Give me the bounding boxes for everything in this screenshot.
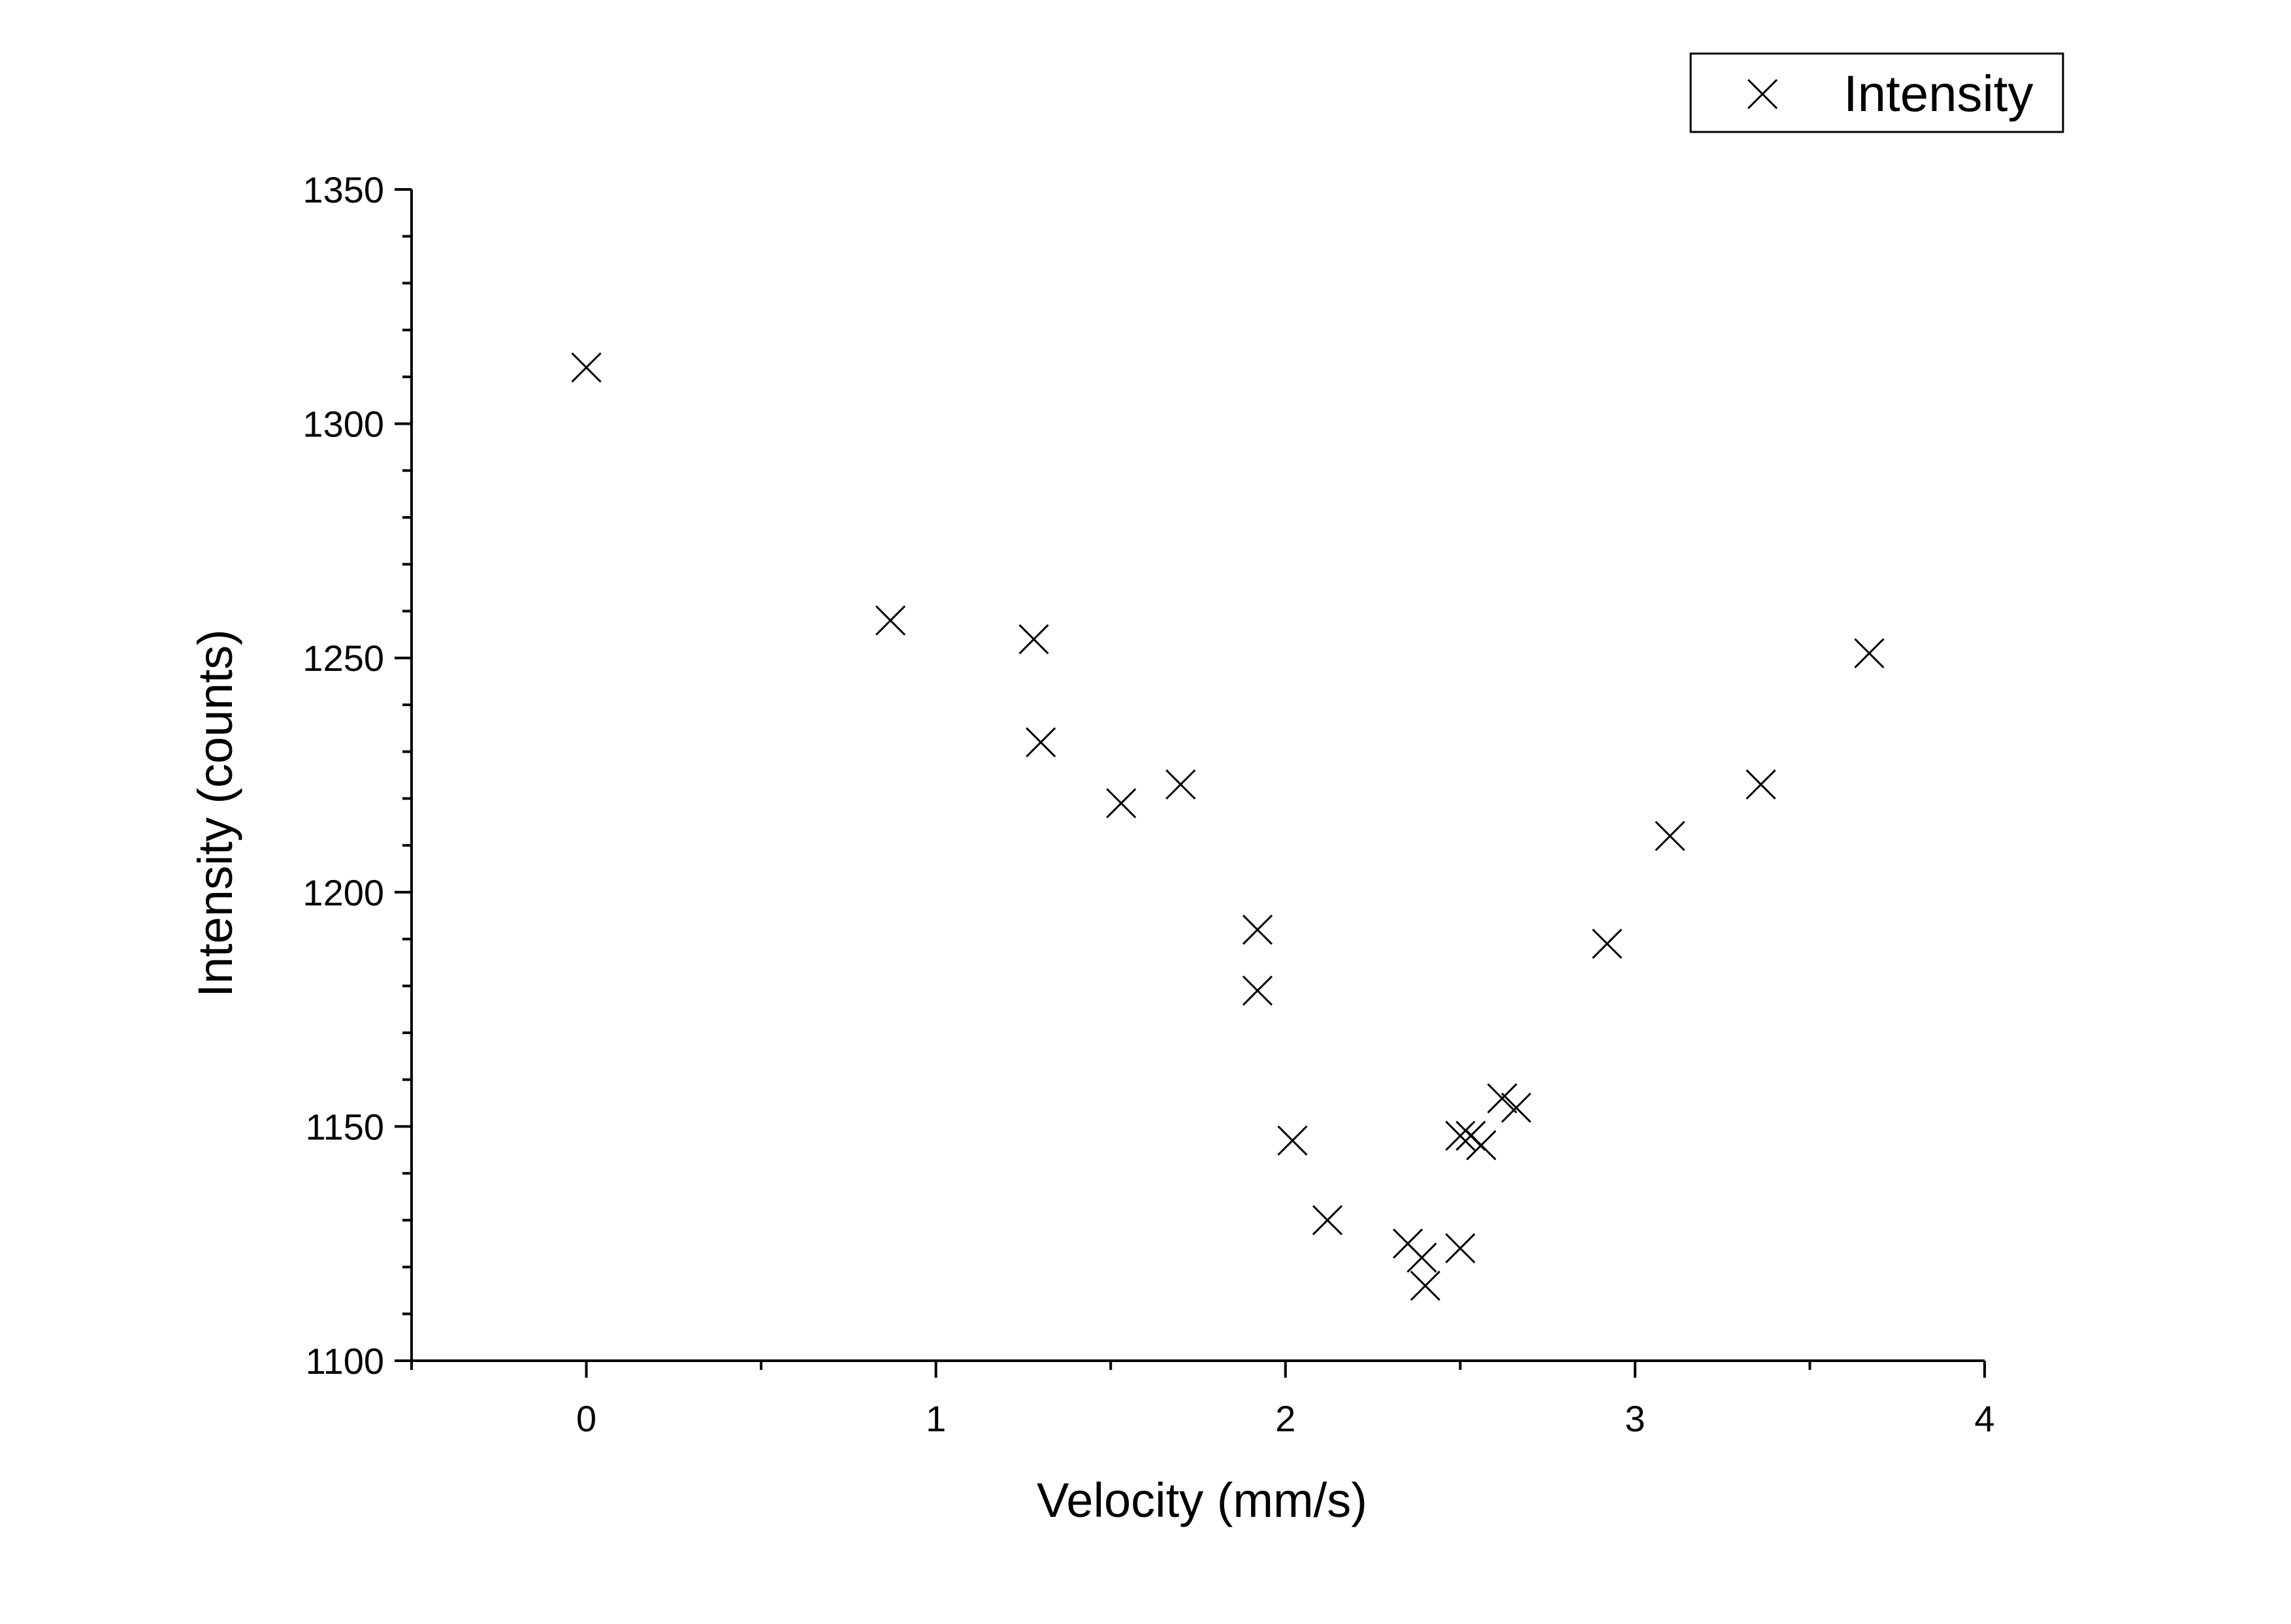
- data-point-stroke: [571, 352, 602, 383]
- data-point: [1592, 928, 1623, 959]
- data-point: [1655, 820, 1685, 851]
- data-point-stroke: [1242, 915, 1273, 945]
- data-point: [1165, 769, 1196, 800]
- x-tick-label: 2: [1275, 1398, 1295, 1439]
- data-point-stroke: [1466, 1130, 1497, 1161]
- data-point-stroke: [1592, 928, 1623, 959]
- data-point-stroke: [1854, 638, 1885, 669]
- data-point-stroke: [1312, 1205, 1343, 1235]
- data-point-stroke: [1165, 769, 1196, 800]
- y-tick-label: 1300: [302, 404, 384, 445]
- data-point-stroke: [1445, 1233, 1476, 1263]
- legend-marker-icon: [1747, 78, 1778, 110]
- legend-label: Intensity: [1844, 65, 2033, 122]
- data-point: [1312, 1205, 1343, 1235]
- data-point-stroke: [1655, 820, 1685, 851]
- x-tick-label: 3: [1625, 1398, 1645, 1439]
- data-points: [571, 352, 1885, 1301]
- data-point-stroke: [1018, 624, 1049, 655]
- x-axis-title: Velocity (mm/s): [1037, 1473, 1367, 1527]
- x-tick-label: 0: [576, 1398, 596, 1439]
- data-point-stroke: [1445, 1120, 1476, 1151]
- legend: Intensity: [1689, 52, 2064, 133]
- x-tick-label: 4: [1974, 1398, 1994, 1439]
- data-point: [571, 352, 602, 383]
- data-point: [1026, 727, 1056, 758]
- data-point: [1487, 1083, 1518, 1114]
- data-point-stroke: [1410, 1271, 1440, 1301]
- data-point-stroke: [1487, 1083, 1518, 1114]
- y-tick-label: 1100: [306, 1340, 384, 1382]
- data-point-stroke: [1106, 788, 1137, 819]
- data-point: [1106, 788, 1137, 819]
- data-point: [1854, 638, 1885, 669]
- y-tick-label: 1150: [306, 1106, 384, 1147]
- y-axis-title: Intensity (counts): [188, 629, 242, 997]
- data-point: [1445, 1120, 1476, 1151]
- data-point: [1445, 1233, 1476, 1263]
- data-point: [1410, 1271, 1440, 1301]
- axes: [410, 189, 1985, 1362]
- y-tick-label: 1200: [302, 872, 384, 913]
- data-point-stroke: [875, 605, 906, 636]
- data-point: [1242, 915, 1273, 945]
- x-tick-label: 1: [926, 1398, 946, 1439]
- data-point: [1277, 1125, 1308, 1156]
- data-point-stroke: [1746, 769, 1776, 800]
- data-point-stroke: [1277, 1125, 1308, 1156]
- data-point: [875, 605, 906, 636]
- data-point: [1466, 1130, 1497, 1161]
- data-point-stroke: [1242, 975, 1273, 1006]
- data-point-stroke: [1406, 1242, 1437, 1273]
- data-point: [1746, 769, 1776, 800]
- data-point: [1406, 1242, 1437, 1273]
- data-point: [1018, 624, 1049, 655]
- data-point-stroke: [1501, 1092, 1532, 1123]
- data-point-stroke: [1026, 727, 1056, 758]
- legend-box: [1689, 52, 2064, 133]
- y-tick-label: 1250: [302, 638, 384, 679]
- y-tick-label: 1350: [302, 169, 384, 210]
- ticks: 1100 1150 1200 1250 1300 1350 0 1 2 3 4: [302, 169, 1994, 1439]
- data-point: [1242, 975, 1273, 1006]
- data-point: [1501, 1092, 1532, 1123]
